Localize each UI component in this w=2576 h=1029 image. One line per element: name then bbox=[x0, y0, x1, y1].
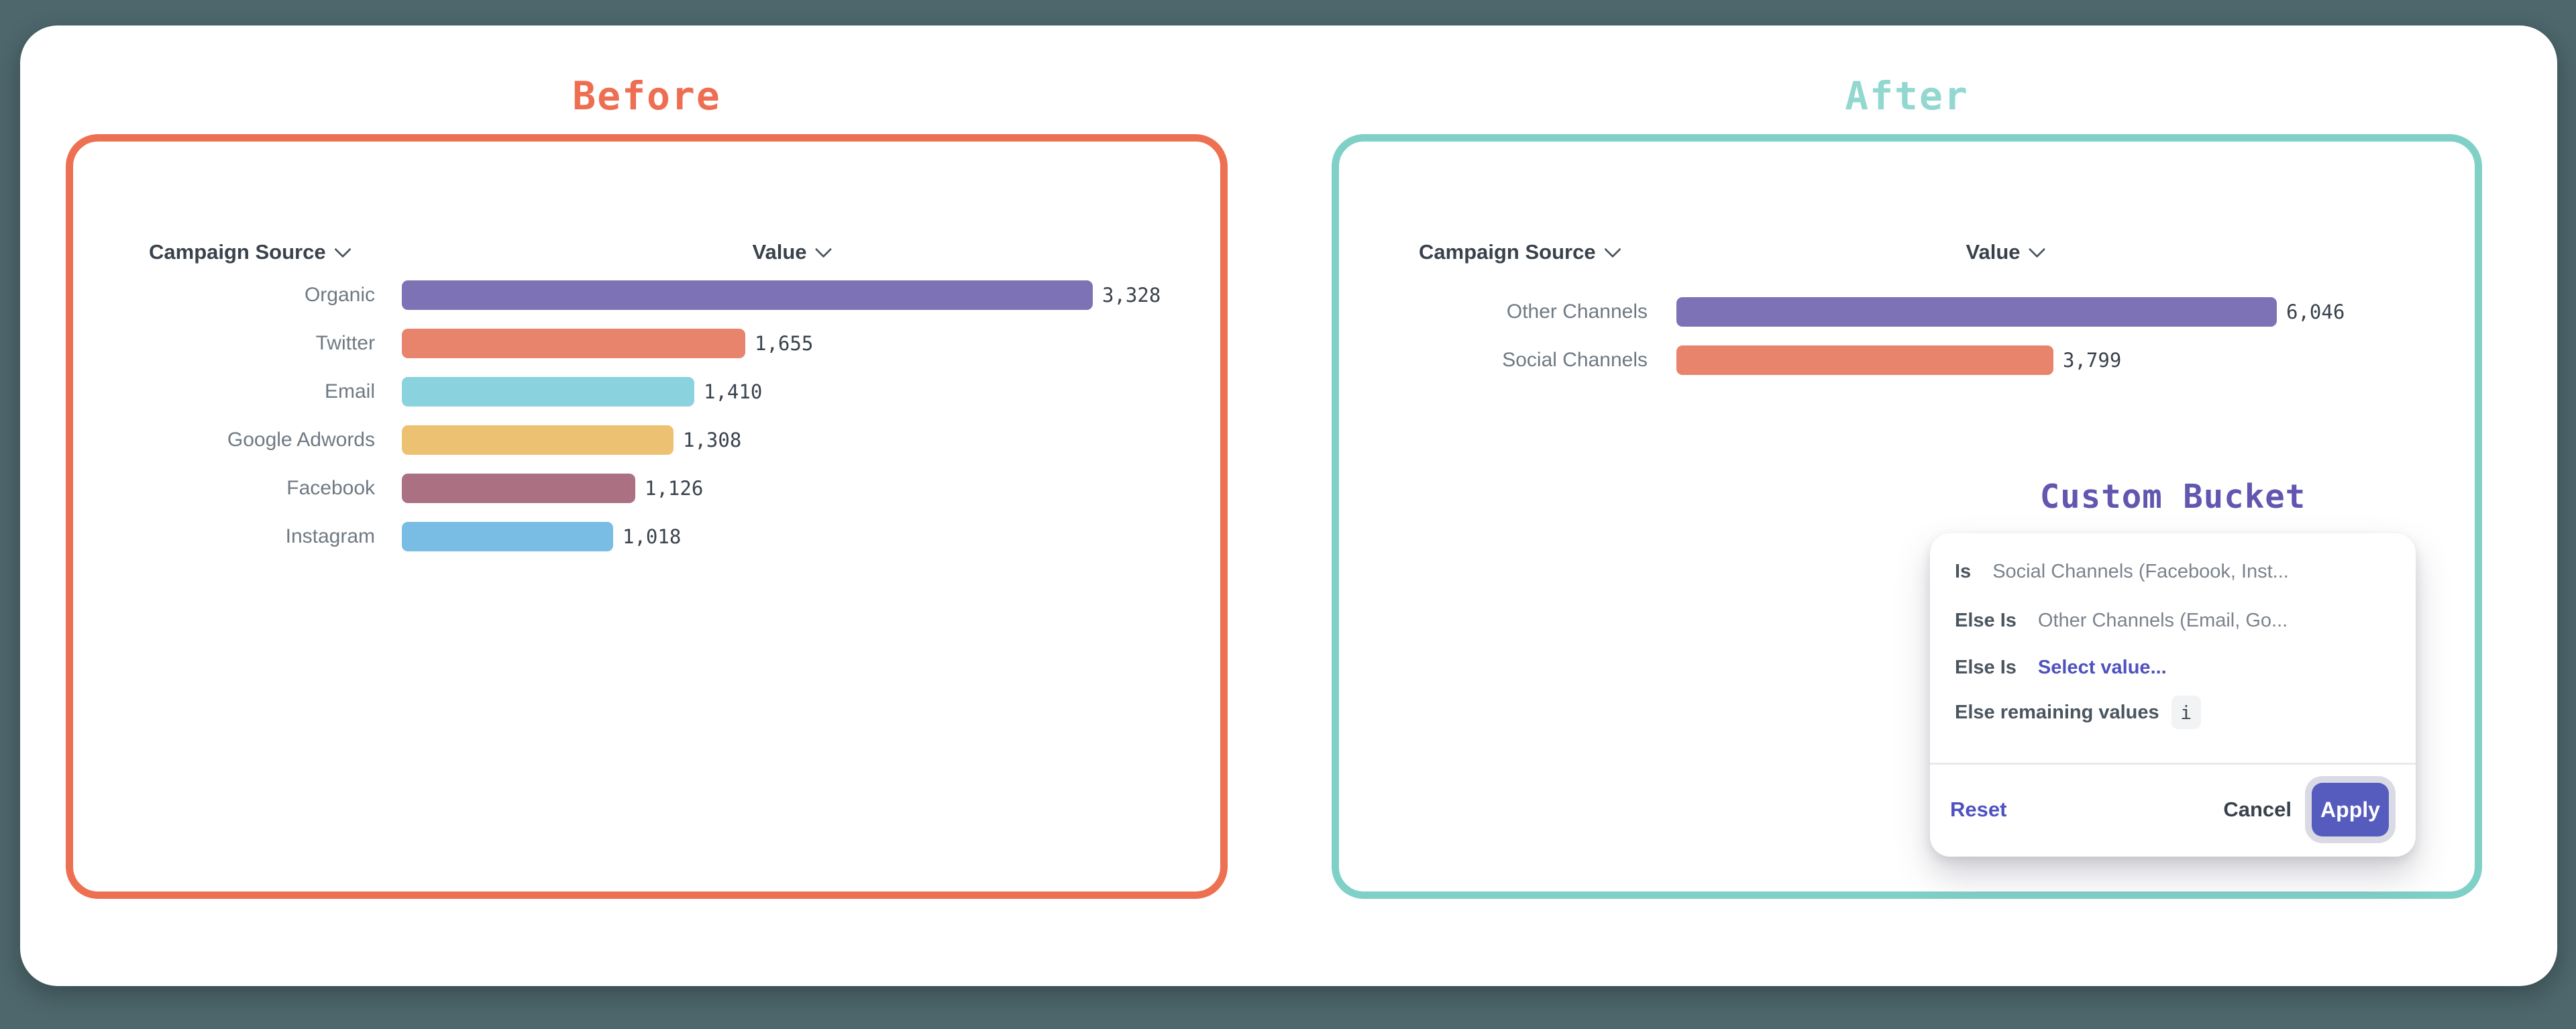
dialog-divider bbox=[1930, 763, 2416, 765]
bucket-rule-row: Else remaining values i bbox=[1955, 696, 2402, 729]
rule-value[interactable]: Other Channels (Email, Go... bbox=[2037, 609, 2288, 631]
column-header-label: Campaign Source bbox=[1419, 240, 1596, 264]
custom-bucket-dialog: Is Social Channels (Facebook, Inst... El… bbox=[1930, 533, 2416, 857]
after-title: After bbox=[1845, 73, 1969, 119]
row-value: 1,126 bbox=[645, 477, 704, 500]
column-header-label: Value bbox=[1966, 240, 2021, 264]
after-table-header: Campaign Source Value bbox=[1339, 229, 2475, 276]
reset-button[interactable]: Reset bbox=[1950, 798, 2007, 821]
value-bar bbox=[402, 425, 674, 455]
chevron-down-icon[interactable] bbox=[1603, 241, 1621, 258]
chevron-down-icon[interactable] bbox=[2028, 241, 2046, 258]
rule-keyword: Is bbox=[1955, 560, 1972, 582]
custom-bucket-title: Custom Bucket bbox=[2039, 478, 2306, 516]
before-table-rows: Organic 3,328 Twitter 1,655 Email 1,410 … bbox=[73, 271, 1220, 561]
bucket-rule-row[interactable]: Else Is Other Channels (Email, Go... bbox=[1955, 606, 2402, 635]
value-bar bbox=[402, 377, 694, 407]
bucket-rule-row[interactable]: Else Is Select value... bbox=[1955, 653, 2402, 682]
before-panel: Campaign Source Value Organic 3,328 Twit… bbox=[66, 134, 1228, 899]
row-label: Organic bbox=[304, 284, 375, 306]
rule-keyword: Else remaining values bbox=[1955, 701, 2159, 723]
row-label: Google Adwords bbox=[227, 429, 375, 451]
value-bar bbox=[402, 474, 635, 503]
row-value: 1,308 bbox=[683, 429, 742, 451]
after-table-rows: Other Channels 6,046 Social Channels 3,7… bbox=[1339, 288, 2475, 384]
column-header-campaign-source[interactable]: Campaign Source bbox=[149, 229, 352, 276]
dialog-footer: Reset Cancel Apply bbox=[1930, 783, 2416, 836]
table-row: Email 1,410 bbox=[73, 368, 1220, 416]
chevron-down-icon[interactable] bbox=[814, 241, 833, 258]
table-row: Facebook 1,126 bbox=[73, 464, 1220, 512]
table-row: Social Channels 3,799 bbox=[1339, 336, 2475, 384]
table-row: Organic 3,328 bbox=[73, 271, 1220, 319]
cancel-button[interactable]: Cancel bbox=[2223, 798, 2292, 821]
column-header-label: Campaign Source bbox=[149, 240, 326, 264]
table-row: Other Channels 6,046 bbox=[1339, 288, 2475, 336]
row-value: 3,799 bbox=[2063, 349, 2122, 372]
rule-keyword: Else Is bbox=[1955, 609, 2017, 631]
rule-value[interactable]: Social Channels (Facebook, Inst... bbox=[1992, 560, 2289, 582]
row-value: 6,046 bbox=[2286, 301, 2345, 323]
row-label: Facebook bbox=[286, 477, 375, 499]
row-value: 1,018 bbox=[623, 525, 682, 548]
table-row: Google Adwords 1,308 bbox=[73, 416, 1220, 464]
row-value: 1,655 bbox=[755, 332, 814, 355]
value-bar bbox=[402, 522, 613, 551]
value-bar bbox=[1676, 345, 2053, 375]
before-title: Before bbox=[572, 73, 721, 119]
row-label: Twitter bbox=[315, 332, 375, 354]
value-bar bbox=[402, 329, 745, 358]
chevron-down-icon[interactable] bbox=[333, 241, 352, 258]
before-table-header: Campaign Source Value bbox=[73, 229, 1220, 276]
row-value: 1,410 bbox=[704, 380, 763, 403]
bucket-rule-row[interactable]: Is Social Channels (Facebook, Inst... bbox=[1955, 557, 2402, 586]
column-header-value[interactable]: Value bbox=[1966, 229, 2046, 276]
row-label: Email bbox=[324, 380, 375, 402]
select-value-link[interactable]: Select value... bbox=[2037, 656, 2167, 678]
row-label: Social Channels bbox=[1502, 349, 1648, 371]
value-bar bbox=[402, 280, 1093, 310]
row-label: Instagram bbox=[285, 525, 375, 547]
value-bar bbox=[1676, 297, 2277, 327]
rule-keyword: Else Is bbox=[1955, 656, 2017, 678]
info-icon[interactable]: i bbox=[2171, 696, 2201, 729]
apply-button[interactable]: Apply bbox=[2312, 783, 2389, 836]
table-row: Instagram 1,018 bbox=[73, 512, 1220, 561]
row-value: 3,328 bbox=[1102, 284, 1161, 307]
table-row: Twitter 1,655 bbox=[73, 319, 1220, 368]
column-header-value[interactable]: Value bbox=[752, 229, 833, 276]
column-header-campaign-source[interactable]: Campaign Source bbox=[1419, 229, 1621, 276]
column-header-label: Value bbox=[752, 240, 807, 264]
row-label: Other Channels bbox=[1506, 301, 1648, 323]
